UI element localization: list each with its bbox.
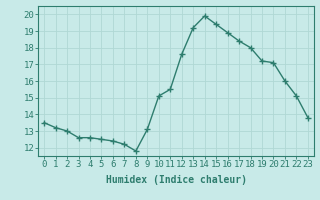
X-axis label: Humidex (Indice chaleur): Humidex (Indice chaleur): [106, 175, 246, 185]
